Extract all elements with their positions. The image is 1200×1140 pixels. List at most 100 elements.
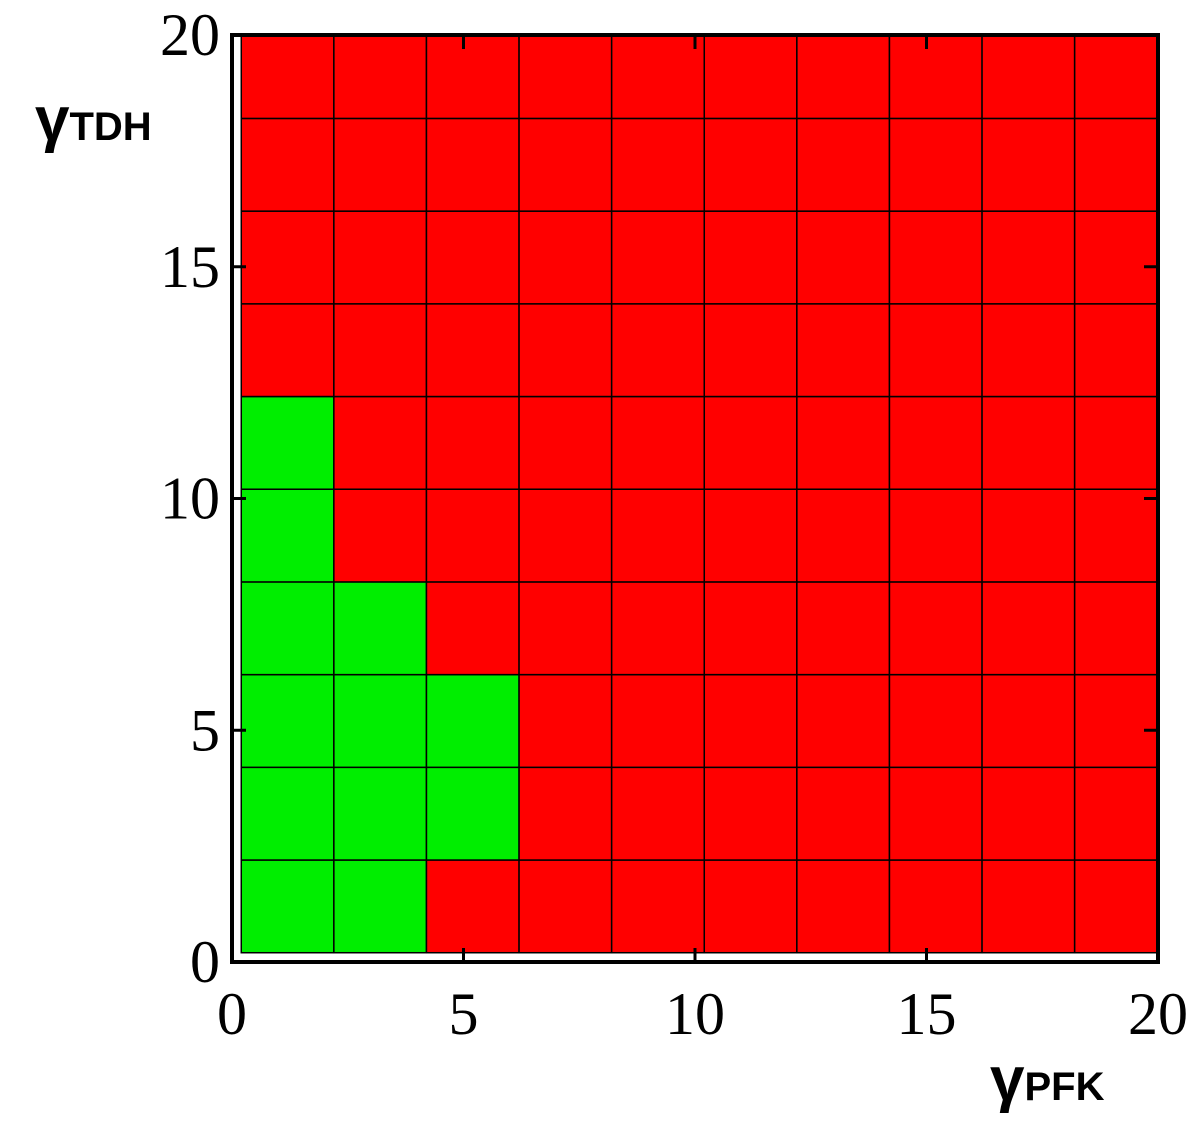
y-label-subscript: TDH	[69, 105, 151, 149]
cell	[981, 303, 1076, 398]
cell	[1073, 766, 1159, 861]
cell	[796, 117, 891, 212]
cell	[610, 581, 706, 676]
cell	[1073, 117, 1159, 212]
cell	[888, 117, 983, 212]
cell	[703, 210, 798, 305]
cell	[425, 303, 520, 398]
cell	[888, 581, 983, 676]
cell	[981, 673, 1076, 769]
cell	[981, 581, 1076, 676]
cell	[888, 766, 983, 861]
cell	[240, 488, 335, 583]
x-label-subscript: PFK	[1024, 1065, 1104, 1109]
cell	[888, 34, 983, 120]
cell	[333, 488, 428, 583]
cell	[240, 210, 335, 305]
cell	[333, 859, 428, 954]
cell	[610, 395, 706, 490]
cell	[240, 581, 335, 676]
cell	[240, 117, 335, 212]
cell	[796, 303, 891, 398]
cell	[981, 766, 1076, 861]
cell	[796, 488, 891, 583]
cell	[518, 581, 613, 676]
x-tick-label: 15	[897, 981, 957, 1047]
cell	[1073, 395, 1159, 490]
cell	[240, 673, 335, 769]
cell	[981, 859, 1076, 954]
cell	[888, 303, 983, 398]
cell	[425, 859, 520, 954]
cell	[1073, 34, 1159, 120]
cell	[518, 210, 613, 305]
cell	[518, 395, 613, 490]
cell	[796, 34, 891, 120]
cell	[703, 117, 798, 212]
cell	[888, 488, 983, 583]
cell	[518, 117, 613, 212]
cell	[240, 395, 335, 490]
cell	[796, 673, 891, 769]
cell	[333, 210, 428, 305]
cell	[425, 395, 520, 490]
cell	[703, 34, 798, 120]
x-tick-label: 0	[217, 981, 247, 1047]
cell	[425, 766, 520, 861]
cell	[240, 303, 335, 398]
cell	[610, 488, 706, 583]
cell	[796, 766, 891, 861]
y-axis-label: γTDH	[35, 85, 152, 154]
x-label-symbol: γ	[990, 1045, 1025, 1114]
cell	[610, 766, 706, 861]
y-tick-label: 5	[190, 697, 220, 763]
x-tick-label: 5	[449, 981, 479, 1047]
cell	[981, 117, 1076, 212]
y-tick-label: 15	[160, 234, 220, 300]
cell	[610, 859, 706, 954]
cell	[703, 303, 798, 398]
cell	[425, 117, 520, 212]
cell	[888, 210, 983, 305]
cell	[425, 673, 520, 769]
cell	[796, 395, 891, 490]
cell	[425, 210, 520, 305]
cell	[888, 859, 983, 954]
cell	[1073, 210, 1159, 305]
x-tick-label: 20	[1128, 981, 1188, 1047]
cell	[703, 766, 798, 861]
cell	[333, 34, 428, 120]
cell	[610, 673, 706, 769]
cell	[1073, 859, 1159, 954]
y-tick-label: 20	[160, 2, 220, 68]
cell	[518, 303, 613, 398]
cell	[518, 673, 613, 769]
cell	[240, 859, 335, 954]
x-tick-label: 10	[665, 981, 725, 1047]
cell	[796, 581, 891, 676]
cell	[518, 34, 613, 120]
x-axis-label: γPFK	[990, 1045, 1105, 1114]
cell	[610, 34, 706, 120]
cell	[240, 34, 335, 120]
cell	[1073, 581, 1159, 676]
cell	[333, 581, 428, 676]
cell	[981, 488, 1076, 583]
cell	[796, 210, 891, 305]
cell	[333, 766, 428, 861]
cell	[981, 34, 1076, 120]
cell	[888, 673, 983, 769]
y-tick-label: 10	[160, 466, 220, 532]
cell	[1073, 488, 1159, 583]
cell	[981, 210, 1076, 305]
cell	[703, 673, 798, 769]
y-label-symbol: γ	[35, 85, 70, 154]
cell	[796, 859, 891, 954]
cell	[610, 210, 706, 305]
cell	[981, 395, 1076, 490]
cell	[425, 581, 520, 676]
cell	[518, 488, 613, 583]
cell	[518, 859, 613, 954]
cell	[703, 859, 798, 954]
